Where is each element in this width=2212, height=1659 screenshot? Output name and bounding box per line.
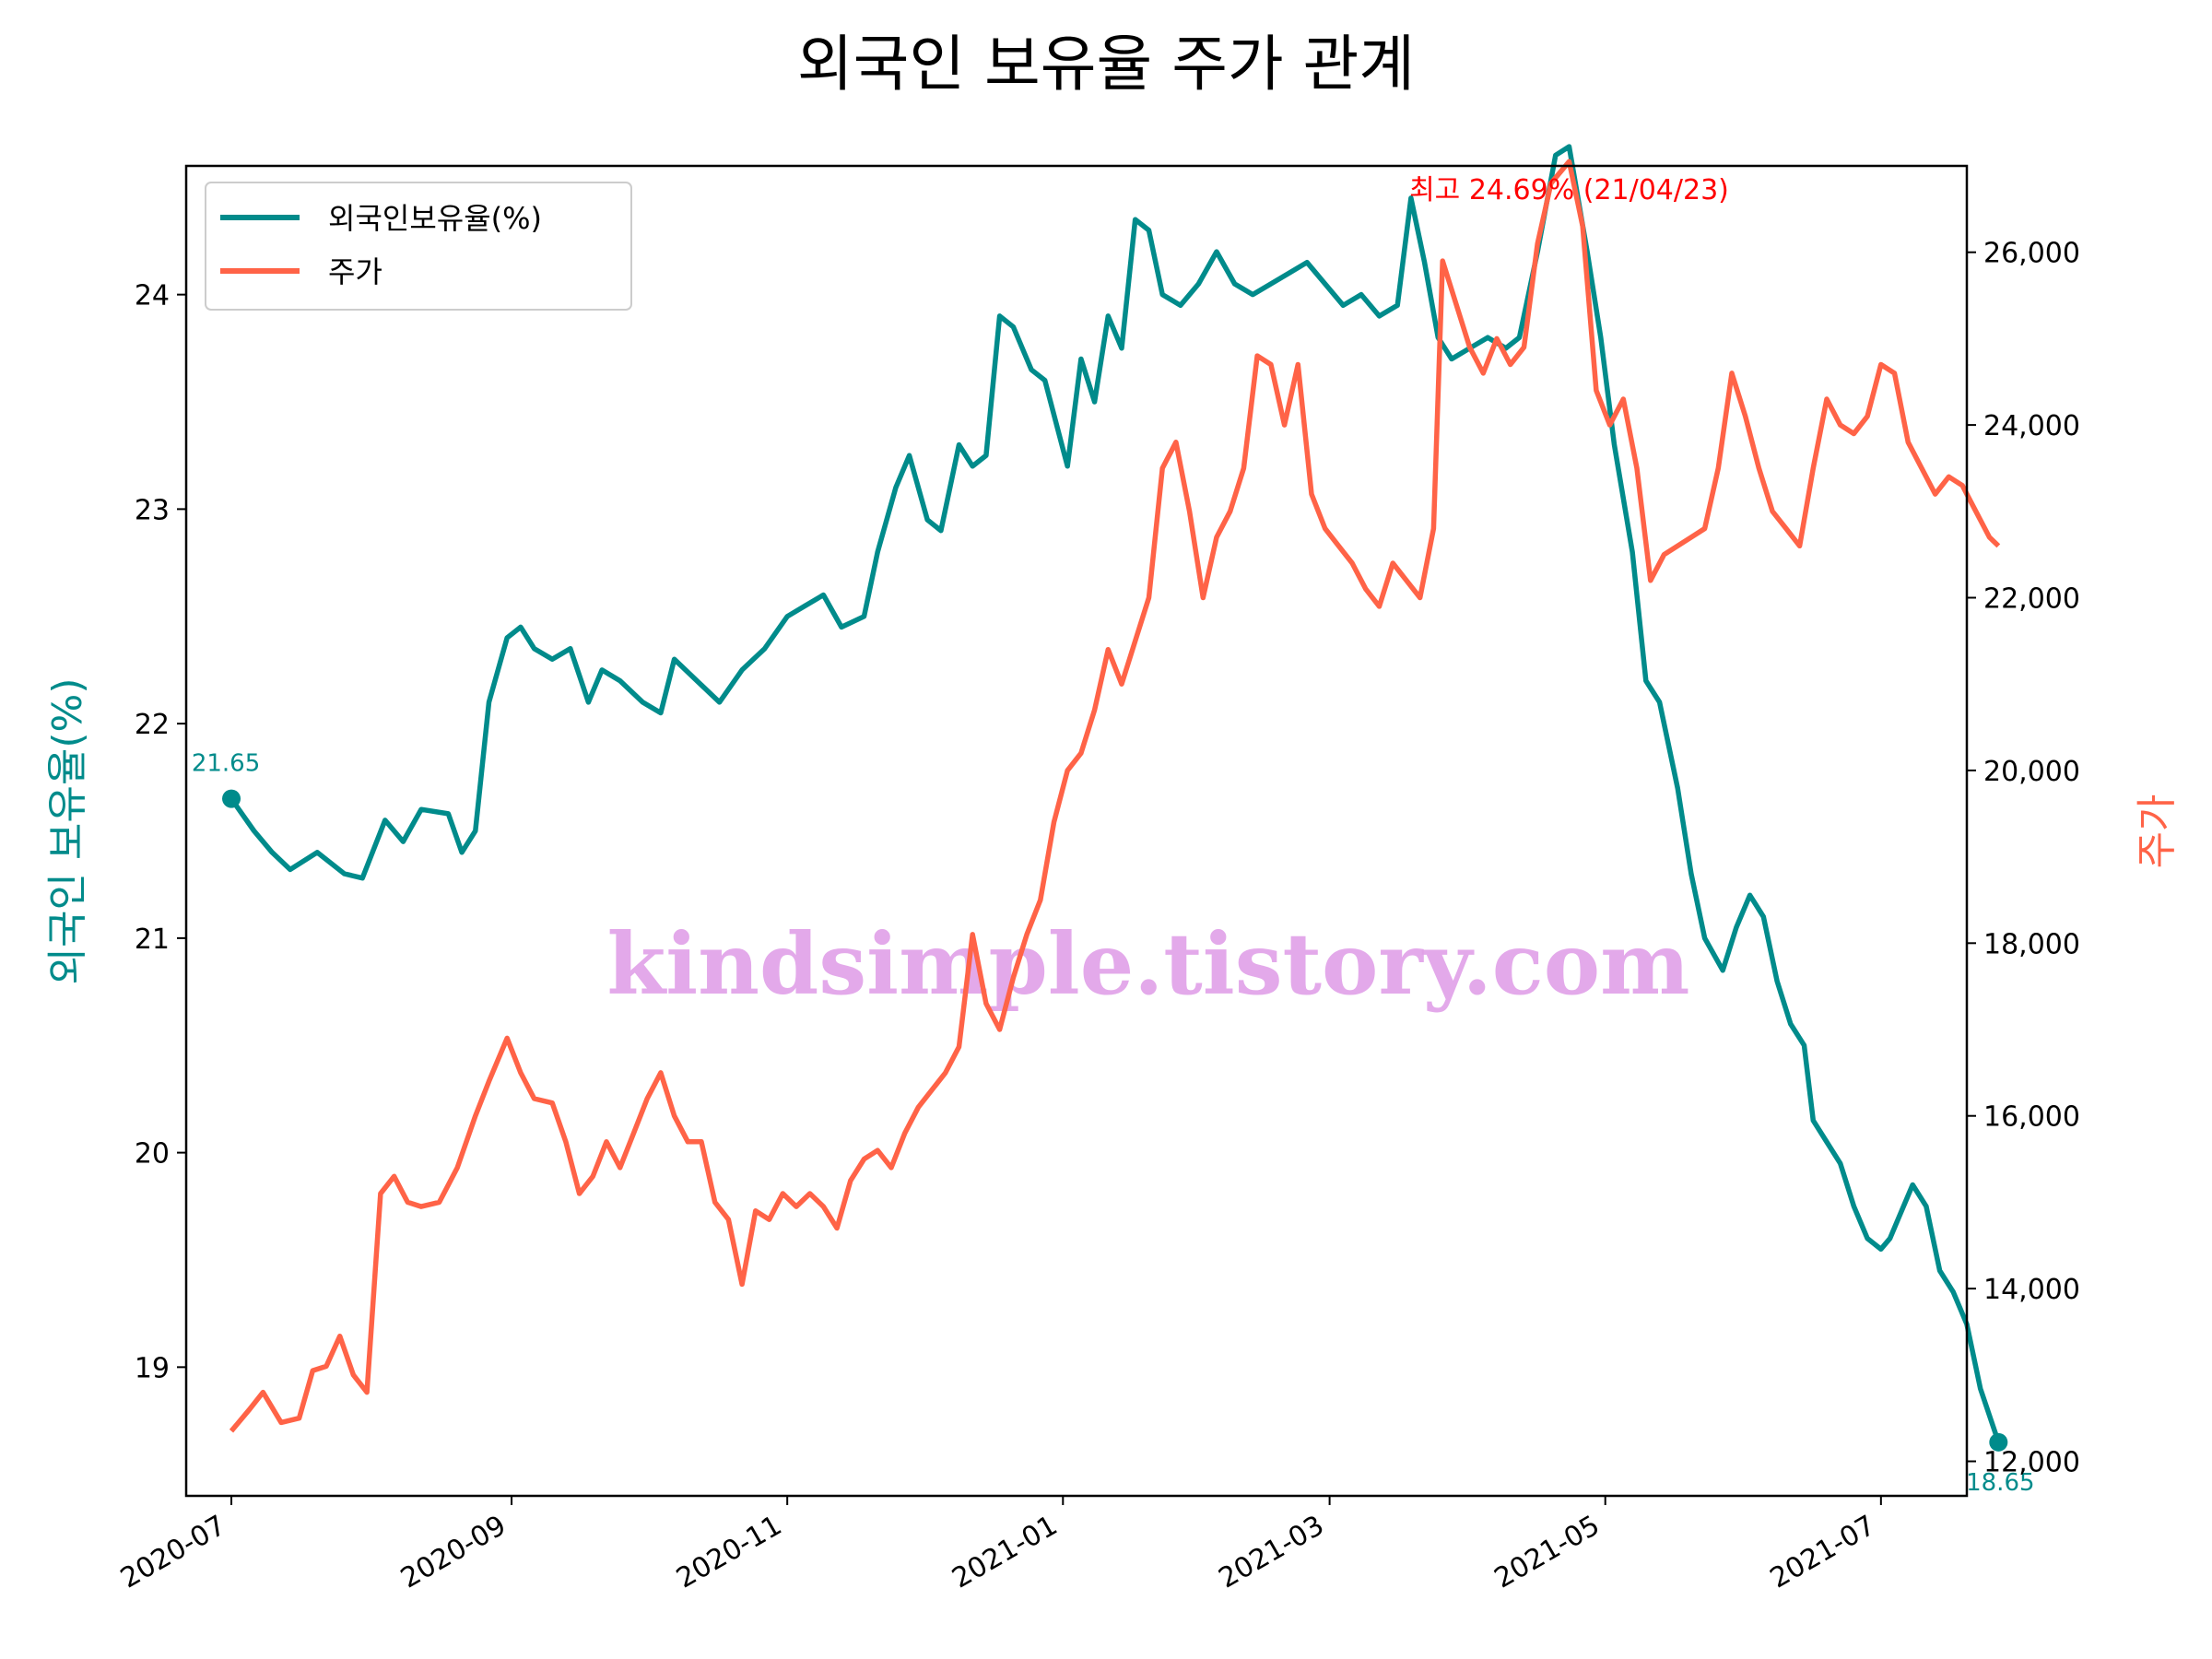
y-right-tick-label: 14,000 <box>1983 1274 2080 1306</box>
y-left-tick-label: 20 <box>135 1138 170 1171</box>
annotation-layer: 21.65 18.65 최고 24.69% (21/04/23) <box>192 174 2035 1497</box>
y-axis-right-label: 주가 <box>2134 794 2181 869</box>
watermark-text: kindsimple.tistory.com <box>606 914 1689 1014</box>
y-left-tick-label: 22 <box>135 709 170 741</box>
legend-box <box>205 182 632 311</box>
chart-title: 외국인 보유율 주가 관계 <box>797 29 1415 100</box>
series-layer <box>229 144 2001 1443</box>
series-line-foreign-ownership <box>229 144 2001 1443</box>
start-point-marker <box>222 789 241 808</box>
end-point-marker <box>1989 1432 2008 1452</box>
peak-annotation: 최고 24.69% (21/04/23) <box>1409 174 1729 206</box>
y-left-tick-label: 21 <box>135 924 170 956</box>
y-left-tick-label: 19 <box>135 1352 170 1384</box>
y-right-tick-label: 20,000 <box>1983 756 2080 788</box>
start-value-label: 21.65 <box>192 750 260 778</box>
end-value-label: 18.65 <box>1966 1469 2034 1497</box>
plot-frame <box>184 164 1969 1498</box>
y-right-tick-label: 22,000 <box>1983 583 2080 616</box>
watermark-layer: kindsimple.tistory.com <box>606 914 1689 1014</box>
y-left-tick-label: 24 <box>135 280 170 312</box>
y-right-tick-label: 26,000 <box>1983 238 2080 270</box>
y-right-tick-label: 16,000 <box>1983 1101 2080 1134</box>
series-line-stock-price <box>229 159 2001 1433</box>
y-axis-right: 12,000 14,000 16,000 18,000 20,000 22,000 24,0… <box>1967 238 2080 1479</box>
y-left-tick-label: 23 <box>135 494 170 526</box>
legend: 외국인보유율(%) 주가 <box>205 182 632 311</box>
y-right-tick-label: 12,000 <box>1983 1447 2080 1479</box>
legend-label-foreign: 외국인보유율(%) <box>328 201 542 236</box>
legend-label-price: 주가 <box>328 254 382 289</box>
y-right-tick-label: 18,000 <box>1983 928 2080 960</box>
y-axis-left: 19 20 21 22 23 24 <box>135 280 186 1384</box>
y-right-tick-label: 24,000 <box>1983 410 2080 442</box>
y-axis-left-label: 외국인 보유율(%) <box>44 677 91 984</box>
